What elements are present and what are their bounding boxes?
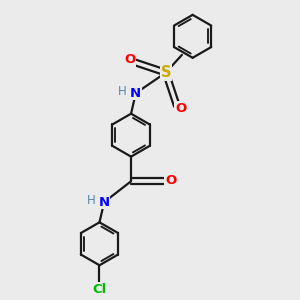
Text: O: O bbox=[175, 102, 186, 115]
Text: Cl: Cl bbox=[92, 283, 106, 296]
Text: H: H bbox=[87, 194, 95, 207]
Text: N: N bbox=[99, 196, 110, 208]
Text: S: S bbox=[160, 65, 171, 80]
Text: O: O bbox=[165, 174, 176, 187]
Text: N: N bbox=[130, 87, 141, 100]
Text: O: O bbox=[124, 53, 136, 66]
Text: H: H bbox=[118, 85, 127, 98]
